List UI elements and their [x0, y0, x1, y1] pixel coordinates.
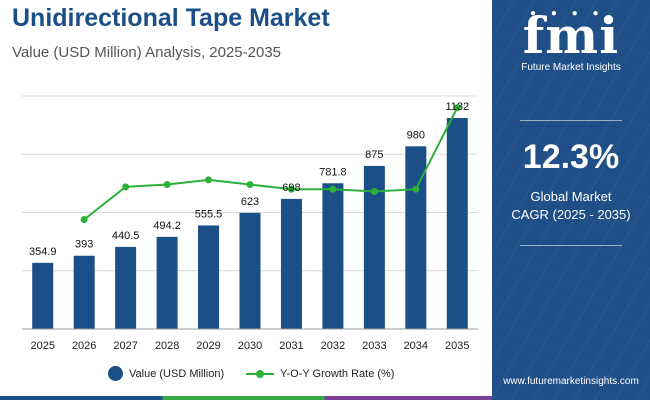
bar-value-label: 440.5: [112, 230, 140, 242]
growth-point: [122, 183, 130, 191]
bar-value-label: 494.2: [153, 220, 181, 232]
growth-point: [163, 181, 171, 189]
legend-bar-swatch: [108, 366, 123, 381]
chart-subtitle: Value (USD Million) Analysis, 2025-2035: [12, 44, 282, 61]
growth-point: [329, 185, 337, 193]
bar-value-label: 393: [75, 239, 93, 251]
bar: [32, 262, 54, 329]
legend-item-value[interactable]: Value (USD Million): [108, 366, 224, 381]
bar: [363, 165, 385, 329]
cagr-label-line1: Global Market: [530, 189, 612, 204]
bar: [198, 225, 220, 329]
chart-title: Unidirectional Tape Market: [12, 4, 330, 32]
legend-item-growth[interactable]: Y-O-Y Growth Rate (%): [246, 368, 394, 380]
website-link[interactable]: www.futuremarketinsights.com: [503, 376, 639, 387]
chart-legend: Value (USD Million) Y-O-Y Growth Rate (%…: [108, 366, 416, 381]
growth-point: [287, 185, 295, 193]
bar-value-label: 555.5: [195, 208, 223, 220]
bar: [156, 236, 178, 329]
fmi-logo: fmi: [522, 6, 620, 65]
x-tick-label: 2026: [72, 340, 96, 352]
cagr-label-line2: CAGR (2025 - 2035): [511, 207, 631, 222]
summary-panel: ● ● ● ● fmi Future Market Insights 12.3%…: [492, 0, 650, 400]
panel-divider-top: [520, 120, 622, 121]
legend-line-label: Y-O-Y Growth Rate (%): [280, 367, 395, 380]
x-tick-label: 2025: [30, 340, 54, 352]
bar: [405, 146, 427, 329]
growth-point: [453, 104, 461, 112]
x-tick-label: 2031: [279, 340, 303, 352]
x-tick-label: 2034: [404, 340, 428, 352]
bottom-color-bar: [0, 396, 492, 400]
cagr-label: Global Market CAGR (2025 - 2035): [492, 188, 650, 224]
bar: [115, 246, 137, 329]
x-tick-label: 2032: [321, 340, 345, 352]
cagr-value: 12.3%: [522, 138, 620, 176]
growth-point: [205, 176, 213, 184]
growth-point: [412, 185, 420, 193]
legend-bar-label: Value (USD Million): [129, 367, 225, 380]
x-tick-label: 2028: [155, 340, 179, 352]
bar: [239, 212, 261, 329]
growth-line: [83, 107, 459, 221]
logo-caption: Future Market Insights: [521, 62, 621, 73]
panel-divider-bottom: [520, 245, 622, 246]
bar-value-label: 623: [241, 196, 259, 208]
x-tick-label: 2035: [445, 340, 469, 352]
bar-value-label: 354.9: [29, 246, 57, 258]
bar-value-label: 698: [282, 182, 300, 194]
growth-point: [246, 181, 254, 189]
bar: [446, 117, 468, 329]
bar-value-label: 875: [365, 149, 383, 161]
chart-area: 354.9 393 440.5 494.2 555.5 623 698 781.8 875 980…: [22, 95, 478, 352]
bar: [73, 255, 95, 329]
bar-value-label: 1132: [445, 101, 469, 113]
x-tick-label: 2029: [196, 340, 220, 352]
legend-line-swatch: [246, 369, 275, 378]
x-tick-label: 2030: [238, 340, 262, 352]
logo-icons: ● ● ● ●: [530, 8, 605, 19]
growth-point: [80, 215, 88, 223]
bar-value-label: 980: [407, 129, 425, 141]
growth-point: [370, 188, 378, 196]
bar: [280, 198, 302, 329]
x-tick-label: 2027: [113, 340, 137, 352]
bar-value-label: 781.8: [319, 166, 347, 178]
x-tick-label: 2033: [362, 340, 386, 352]
bar: [322, 183, 344, 329]
